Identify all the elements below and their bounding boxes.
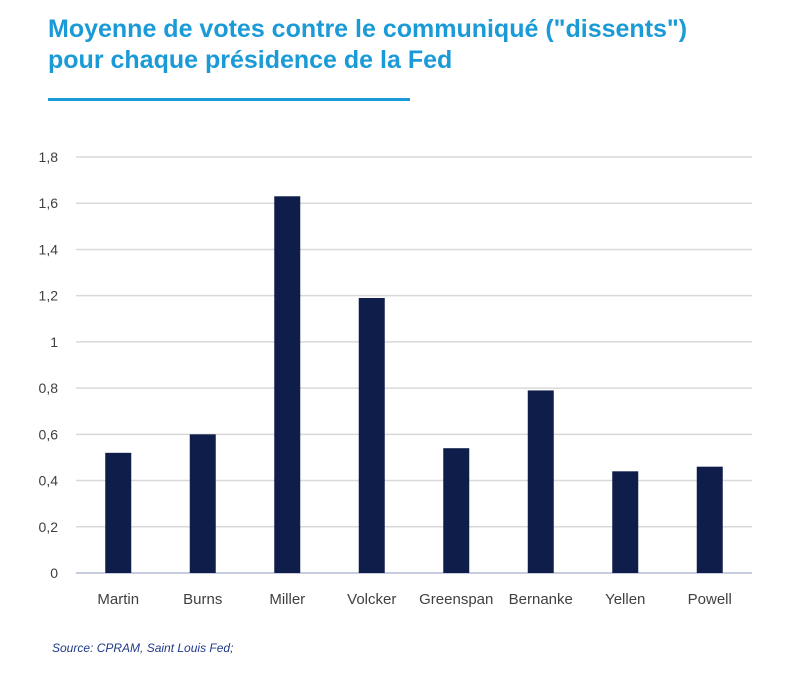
bar-yellen [612, 471, 639, 573]
chart-title: Moyenne de votes contre le communiqué ("… [48, 14, 768, 76]
y-tick-label: 0 [50, 565, 58, 581]
chart-title-line-2: pour chaque présidence de la Fed [48, 46, 453, 74]
bar-burns [189, 434, 216, 573]
y-tick-label: 1,4 [39, 241, 59, 257]
bar-miller [274, 196, 301, 574]
source-note: Source: CPRAM, Saint Louis Fed; [52, 641, 234, 655]
y-tick-label: 0,6 [39, 426, 59, 442]
y-tick-label: 0,8 [39, 380, 59, 396]
y-tick-label: 1,2 [39, 288, 59, 304]
x-tick-label: Bernanke [509, 591, 573, 608]
x-tick-label: Powell [688, 591, 732, 608]
y-tick-label: 1 [50, 334, 58, 350]
x-tick-label: Martin [97, 591, 139, 608]
bar-bernanke [527, 390, 554, 573]
y-tick-label: 0,4 [39, 473, 59, 489]
y-tick-label: 1,8 [39, 149, 59, 165]
x-tick-label: Greenspan [419, 591, 493, 608]
bar-greenspan [443, 448, 470, 573]
bar-volcker [358, 297, 385, 573]
y-tick-label: 1,6 [39, 195, 59, 211]
x-tick-label: Volcker [347, 591, 396, 608]
x-tick-label: Yellen [605, 591, 645, 608]
bar-martin [105, 452, 132, 573]
x-tick-label: Miller [269, 591, 305, 608]
title-underline [48, 98, 410, 101]
y-tick-label: 0,2 [39, 519, 59, 535]
chart-title-line-1: Moyenne de votes contre le communiqué ("… [48, 15, 688, 43]
bar-powell [696, 466, 723, 573]
x-tick-label: Burns [183, 591, 222, 608]
